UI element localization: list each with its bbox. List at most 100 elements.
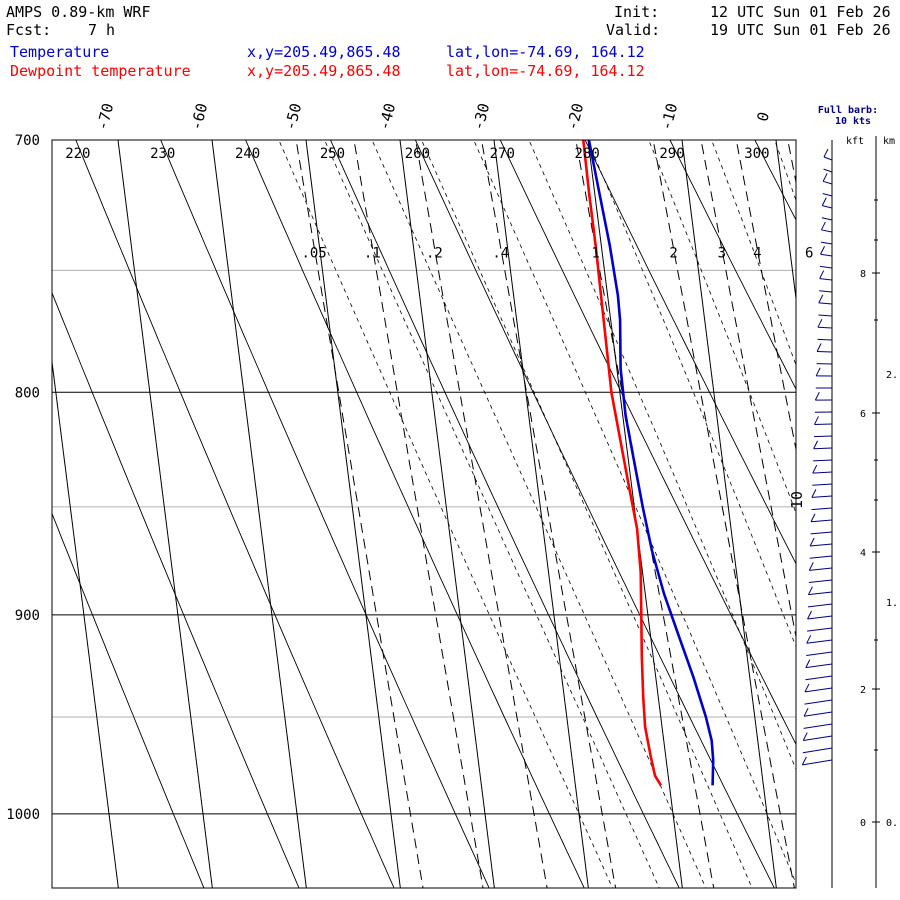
mixing-ratio-line (652, 140, 795, 888)
theta-label: 290 (659, 146, 684, 162)
wind-barb (802, 759, 833, 766)
wind-barb-flag (814, 416, 819, 425)
isotherm-line (305, 140, 401, 888)
wind-barb-flag (820, 221, 826, 231)
wind-barb (823, 168, 833, 173)
wind-barb (806, 639, 833, 644)
wind-barb (811, 495, 833, 498)
pressure-tick-label: 800 (15, 385, 40, 401)
barb-speed: 10 kts (835, 116, 871, 127)
wind-barb (805, 663, 833, 669)
wind-barb-flag (807, 610, 813, 620)
dry-adiabat (330, 140, 680, 888)
wind-barb-flag (807, 586, 813, 595)
wind-barb (820, 241, 833, 245)
theta-label: 250 (320, 146, 345, 162)
wind-barb (817, 326, 833, 329)
isotherm-line (117, 140, 213, 888)
theta-label: 260 (405, 146, 430, 162)
dry-adiabat (52, 291, 300, 888)
legend-dewpoint-name: Dewpoint temperature (10, 62, 191, 80)
wind-barb-flag (814, 391, 820, 401)
moist-adiabat (421, 140, 753, 888)
mixing-ratio-label: .2 (426, 246, 443, 262)
wind-barb (803, 723, 833, 729)
mixing-ratio-label: 6 (805, 246, 813, 262)
wind-barb (821, 229, 833, 233)
mixing-ratio-label: 2 (669, 246, 677, 262)
dry-adiabat (669, 140, 796, 390)
valid-label: Valid: (606, 21, 661, 39)
wind-barb (822, 192, 833, 197)
wind-barb (803, 735, 833, 742)
wind-barb-flag (820, 246, 825, 255)
mixing-ratio-line (480, 140, 617, 888)
wind-barb-flag (823, 148, 829, 158)
wind-barb-flag (801, 756, 807, 766)
wind-barb-flag (813, 440, 819, 450)
isotherm-label-10: 10 (788, 491, 806, 509)
wind-barb (807, 603, 833, 608)
wind-barb-flag (809, 537, 815, 547)
wind-barb-flag (803, 708, 809, 717)
wind-barb-flag (806, 635, 812, 644)
isotherm-line (52, 357, 119, 888)
moist-adiabat (828, 113, 900, 897)
legend-dewpoint-xy: x,y=205.49,865.48 (247, 62, 401, 80)
wind-barb (813, 447, 833, 450)
isotherm-line (493, 140, 589, 888)
dry-adiabat (499, 140, 796, 746)
wind-barb (820, 253, 833, 257)
moist-adiabat (528, 140, 796, 771)
init-value: 12 UTC Sun 01 Feb 26 (710, 3, 891, 21)
wind-barb (805, 675, 833, 681)
kft-tick-label: 2 (860, 685, 866, 696)
barb-title: Full barb: (818, 105, 878, 116)
wind-barb (810, 531, 833, 535)
plot-frame (51, 139, 797, 889)
wind-barb-flag (817, 318, 823, 328)
wind-barb-flag (802, 732, 808, 741)
mixing-ratio-line (295, 140, 424, 888)
pressure-tick-label: 1000 (6, 807, 40, 823)
wind-barb (818, 314, 833, 317)
wind-barb-flag (818, 294, 824, 304)
wind-barb (802, 747, 833, 754)
isotherm-label: -20 (563, 101, 587, 132)
pressure-tick-label: 700 (15, 133, 40, 149)
kft-label: kft (846, 136, 864, 147)
wind-barb (813, 459, 833, 462)
wind-barb-flag (805, 659, 811, 668)
kft-tick-label: 4 (860, 548, 866, 559)
km-tick-label: 0. (886, 818, 898, 829)
wind-barb-flag (812, 464, 818, 474)
wind-barb (809, 555, 833, 559)
valid-value: 19 UTC Sun 01 Feb 26 (710, 21, 891, 39)
km-tick-label: 1. (886, 598, 898, 609)
wind-barb-flag (808, 562, 814, 571)
mixing-ratio-line (700, 140, 796, 640)
isotherm-label: -30 (469, 101, 493, 132)
wind-barb (814, 435, 833, 438)
pressure-tick-label: 900 (15, 608, 40, 624)
wind-barb-flag (822, 173, 828, 182)
dry-adiabat (52, 512, 205, 888)
wind-barb-flag (819, 270, 825, 279)
dry-adiabat (584, 140, 796, 565)
mixing-ratio-label: 4 (753, 246, 761, 262)
fcst-label: Fcst: (6, 21, 52, 39)
moist-adiabat (371, 140, 707, 888)
moist-adiabat (278, 140, 614, 888)
theta-label: 270 (490, 146, 515, 162)
mixing-ratio-label: .1 (364, 246, 381, 262)
wind-barb (812, 471, 833, 474)
dry-adiabat (160, 140, 490, 888)
temperature-curve (587, 140, 715, 786)
wind-barb (811, 507, 833, 511)
isotherm-label: -70 (93, 101, 117, 132)
legend-temperature-xy: x,y=205.49,865.48 (247, 43, 401, 61)
wind-barb (819, 290, 833, 293)
wind-barb (810, 543, 833, 547)
dry-adiabat (245, 140, 585, 888)
